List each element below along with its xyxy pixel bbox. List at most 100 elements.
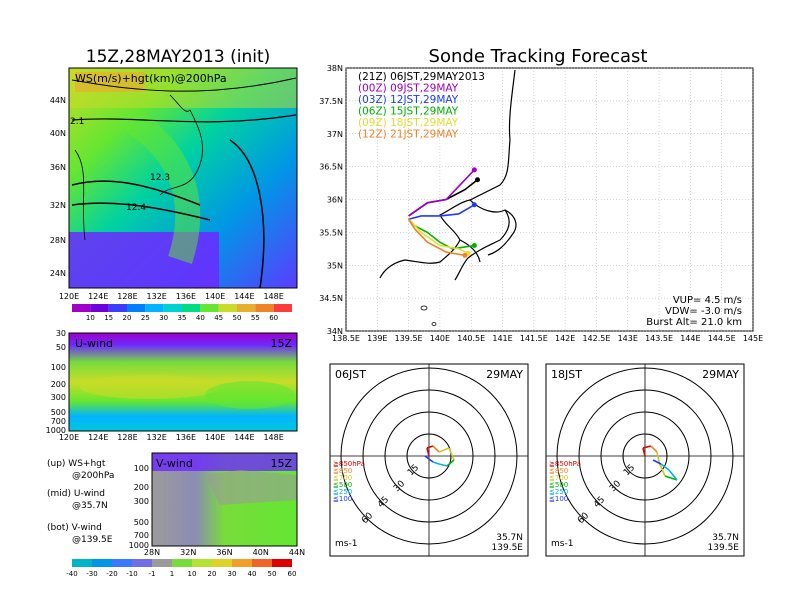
track-endpoint bbox=[462, 252, 468, 258]
colorbar-tick-label: 35 bbox=[178, 314, 187, 322]
level-legend: ≧850hPa bbox=[333, 460, 365, 468]
colorbar-swatch bbox=[132, 559, 152, 567]
lon-tick-label: 148E bbox=[263, 292, 283, 301]
colorbar-swatch bbox=[252, 559, 272, 567]
hodograph-segment bbox=[650, 445, 658, 453]
x-tick-label: 139E bbox=[367, 334, 387, 343]
level-legend: ≦250 bbox=[549, 488, 568, 496]
colorbar-swatch bbox=[72, 304, 91, 312]
hodograph-segment bbox=[426, 447, 430, 457]
hodograph-segment bbox=[664, 475, 678, 481]
param-line: Burst Alt= 21.0 km bbox=[646, 317, 742, 328]
colorbar-swatch bbox=[127, 304, 146, 312]
x-tick-label: 140.5E bbox=[457, 334, 485, 343]
legend-entry: (21Z) 06JST,29MAY2013 bbox=[358, 71, 485, 83]
pressure-tick-label: 1000 bbox=[129, 541, 149, 550]
track-line bbox=[408, 204, 475, 220]
x-tick-label: 144.5E bbox=[708, 334, 736, 343]
hodograph-lon: 139.5E bbox=[708, 543, 740, 553]
lat-tick-label: 32N bbox=[50, 201, 66, 210]
y-tick-label: 36.5N bbox=[319, 163, 343, 172]
legend-entry: (03Z) 12JST,29MAY bbox=[358, 94, 459, 106]
lon-tick-label: 140E bbox=[205, 433, 225, 442]
panel-notes: (up) WS+hgt @200hPa (mid) U-wind @35.7N (bot… bbox=[47, 459, 114, 545]
x-tick-label: 143E bbox=[618, 334, 638, 343]
colorbar-swatch bbox=[152, 559, 172, 567]
x-tick-label: 143.5E bbox=[645, 334, 673, 343]
wind-speed-lat-ticks: 44N 40N 36N 32N 28N 24N bbox=[50, 96, 66, 278]
colorbar-tick-label: 20 bbox=[123, 314, 132, 322]
pressure-tick-label: 500 bbox=[51, 408, 66, 417]
note-line: (up) WS+hgt bbox=[47, 459, 106, 469]
ws-overlay-label: WS(m/s)+hgt(km)@200hPa bbox=[75, 72, 227, 85]
hodograph-unit: ms-1 bbox=[335, 539, 357, 549]
track-line bbox=[407, 218, 466, 257]
lat-tick-label: 36N bbox=[216, 548, 232, 557]
v-wind-panel: V-wind 15Z bbox=[151, 452, 298, 547]
level-legend: ≦700 bbox=[333, 474, 352, 482]
hodograph-time: 18JST bbox=[551, 368, 582, 381]
x-tick-label: 145E bbox=[743, 334, 763, 343]
hodograph-date: 29MAY bbox=[486, 368, 523, 381]
colorbar-tick-label: 15 bbox=[104, 314, 113, 322]
colorbar-tick-label: -20 bbox=[106, 570, 117, 578]
colorbar-swatch bbox=[272, 559, 292, 567]
pressure-tick-label: 100 bbox=[51, 363, 66, 372]
colorbar-swatch bbox=[163, 304, 182, 312]
track-endpoint bbox=[471, 202, 477, 208]
colorbar-swatch bbox=[90, 304, 109, 312]
lon-tick-label: 128E bbox=[117, 433, 137, 442]
hodograph-segment bbox=[448, 447, 455, 461]
hodograph-right: 18JST 29MAY15304560≧850hPa≦850≦700≦500≦25… bbox=[545, 363, 745, 557]
level-legend: ≦250 bbox=[333, 488, 352, 496]
y-tick-label: 34.5N bbox=[319, 294, 343, 303]
lat-tick-label: 24N bbox=[50, 269, 66, 278]
colorbar-tick-label: 55 bbox=[251, 314, 260, 322]
hodograph-lon: 139.5E bbox=[492, 543, 524, 553]
y-tick-label: 35N bbox=[327, 261, 343, 270]
lon-tick-label: 140E bbox=[205, 292, 225, 301]
colorbar-tick-label: 40 bbox=[196, 314, 205, 322]
colorbar-tick-label: 30 bbox=[159, 314, 168, 322]
colorbar-swatch bbox=[72, 559, 92, 567]
hodograph-segment bbox=[438, 463, 448, 467]
hgt-label: 12.3 bbox=[150, 173, 170, 183]
hodograph-segment bbox=[642, 447, 646, 457]
lon-tick-label: 136E bbox=[176, 292, 196, 301]
x-tick-label: 144E bbox=[680, 334, 700, 343]
note-line: @35.7N bbox=[72, 501, 108, 511]
colorbar-swatch bbox=[232, 559, 252, 567]
colorbar-tick-label: 50 bbox=[233, 314, 242, 322]
colorbar-swatch bbox=[172, 559, 192, 567]
hodograph-left: 06JST 29MAY15304560≧850hPa≦850≦700≦500≦25… bbox=[329, 363, 529, 557]
track-line bbox=[408, 218, 469, 255]
x-tick-label: 142.5E bbox=[582, 334, 610, 343]
v-wind-lat-ticks: 28N 32N 36N 40N 44N bbox=[144, 548, 305, 557]
track-endpoint bbox=[471, 243, 477, 249]
x-tick-label: 139.5E bbox=[395, 334, 423, 343]
wind-speed-map: WS(m/s)+hgt(km)@200hPa 2.1 12.3 12.4 bbox=[68, 67, 298, 289]
colorbar-tick-label: -40 bbox=[66, 570, 77, 578]
hgt-label: 2.1 bbox=[70, 117, 84, 127]
lon-tick-label: 144E bbox=[234, 433, 254, 442]
legend-entry: (09Z) 18JST,29MAY bbox=[358, 117, 459, 129]
y-tick-label: 35.5N bbox=[319, 228, 343, 237]
hodograph-time: 06JST bbox=[335, 368, 366, 381]
colorbar-tick-label: -30 bbox=[86, 570, 97, 578]
v-wind-label: V-wind bbox=[156, 457, 193, 470]
hodograph-segment bbox=[438, 447, 450, 453]
main-title: Sonde Tracking Forecast bbox=[429, 46, 648, 67]
lat-tick-label: 28N bbox=[50, 236, 66, 245]
hodograph-segment bbox=[668, 469, 678, 481]
note-line: (bot) V-wind bbox=[47, 523, 102, 533]
track-endpoint bbox=[474, 177, 480, 183]
x-tick-label: 142E bbox=[555, 334, 575, 343]
colorbar-swatch bbox=[273, 304, 292, 312]
colorbar-tick-label: 25 bbox=[141, 314, 150, 322]
u-wind-panel: U-wind 15Z bbox=[68, 332, 298, 432]
pressure-tick-label: 500 bbox=[134, 518, 149, 527]
hodograph-segment bbox=[652, 459, 662, 465]
x-tick-label: 140E bbox=[430, 334, 450, 343]
